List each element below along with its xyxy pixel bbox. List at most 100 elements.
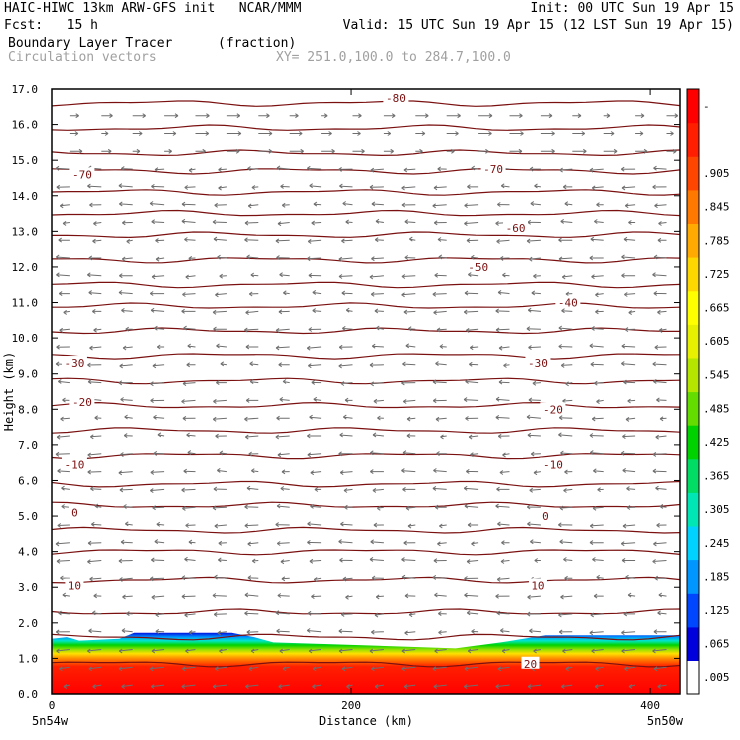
circulation-vector <box>558 612 573 618</box>
circulation-vector <box>338 539 353 545</box>
circulation-vector <box>60 416 70 422</box>
circulation-vector <box>495 327 510 333</box>
circulation-vector <box>188 167 196 173</box>
valid-time: Valid: 15 UTC Sun 19 Apr 15 (12 LST Sun … <box>342 18 734 33</box>
circulation-vector <box>562 648 573 654</box>
circulation-vector <box>628 220 636 225</box>
circulation-vector <box>624 666 636 672</box>
circulation-vector <box>404 593 416 599</box>
circulation-vector <box>478 148 489 154</box>
circulation-vector <box>119 201 133 207</box>
colorbar-swatch <box>687 189 699 224</box>
circulation-vector <box>181 308 196 314</box>
circulation-vector <box>620 541 636 547</box>
circulation-vector <box>87 469 102 475</box>
circulation-vector <box>526 238 541 244</box>
circulation-vector <box>340 381 353 386</box>
circulation-vector <box>88 666 102 672</box>
isotherm-label-bg <box>480 162 506 175</box>
circulation-vector <box>218 557 227 563</box>
circulation-vector <box>338 274 353 279</box>
circulation-vector <box>101 148 112 154</box>
circulation-vector <box>433 310 447 316</box>
isotherm-contour <box>51 100 681 107</box>
circulation-vector <box>276 541 290 546</box>
circulation-vector <box>181 399 196 404</box>
circulation-vector <box>469 361 479 367</box>
circulation-vector <box>591 325 604 331</box>
circulation-vector <box>275 327 290 333</box>
circulation-vector <box>280 486 290 491</box>
circulation-vector <box>434 592 447 598</box>
circulation-vector <box>655 485 667 491</box>
colorbar-label: .185 <box>703 570 730 583</box>
circulation-vector <box>497 433 510 439</box>
circulation-vector <box>280 183 290 189</box>
circulation-vector <box>132 131 143 136</box>
circulation-vector <box>374 237 384 243</box>
y-tick-label: 17.0 <box>12 83 39 96</box>
circulation-vector <box>312 684 322 690</box>
circulation-vector <box>188 539 196 545</box>
circulation-vector <box>213 398 227 404</box>
isotherm-contour <box>51 353 681 360</box>
circulation-vector <box>181 218 196 224</box>
isotherm-label: -20 <box>72 396 92 409</box>
circulation-vector <box>499 255 510 261</box>
circulation-vector <box>281 469 290 475</box>
circulation-vector <box>372 432 384 438</box>
colorbar-swatch <box>687 492 699 527</box>
circulation-vector <box>440 434 447 440</box>
circulation-vector <box>603 148 618 154</box>
circulation-vector <box>92 238 102 244</box>
circulation-vector <box>219 648 227 654</box>
circulation-vector <box>342 325 353 331</box>
circulation-vector <box>93 221 102 227</box>
y-tick-label: 7.0 <box>18 439 38 452</box>
circulation-vector <box>591 648 604 654</box>
circulation-vector <box>409 236 416 242</box>
circulation-vector <box>496 238 510 244</box>
circulation-vector <box>572 131 586 136</box>
circulation-vector <box>653 541 667 547</box>
circulation-vector <box>150 684 165 690</box>
circulation-vector <box>338 166 353 172</box>
circulation-vector <box>623 379 636 385</box>
circulation-vector <box>591 416 604 422</box>
circulation-vector <box>370 381 384 387</box>
circulation-vector <box>464 576 479 581</box>
circulation-vector <box>371 629 384 635</box>
circulation-vector <box>496 610 510 616</box>
circulation-vector <box>125 326 133 332</box>
circulation-vector <box>59 327 70 333</box>
circulation-vector <box>596 574 604 580</box>
circulation-vector <box>404 219 416 225</box>
circulation-vector <box>213 236 227 242</box>
circulation-vector <box>624 292 636 297</box>
circulation-vector <box>652 468 667 474</box>
circulation-vector <box>87 379 102 385</box>
circulation-vector <box>151 648 165 654</box>
circulation-vector <box>212 684 227 690</box>
circulation-vector <box>87 362 102 368</box>
circulation-vector <box>370 291 384 297</box>
circulation-vector <box>151 594 165 600</box>
circulation-vector <box>564 201 573 207</box>
circulation-vector <box>195 131 210 136</box>
circulation-vector <box>279 272 290 278</box>
circulation-vector <box>497 289 510 295</box>
circulation-vector <box>87 452 102 458</box>
colorbar-label: .005 <box>703 671 730 684</box>
circulation-vector <box>558 237 573 243</box>
circulation-vector <box>369 362 384 368</box>
isotherm-label: -10 <box>64 458 84 471</box>
circulation-vector <box>561 274 573 280</box>
circulation-vector <box>92 684 102 690</box>
circulation-vector <box>154 539 165 545</box>
circulation-vector <box>283 290 290 296</box>
circulation-vector <box>154 325 165 331</box>
isotherm-label: 10 <box>531 579 544 592</box>
circulation-vectors <box>55 113 679 690</box>
circulation-vector <box>311 594 322 600</box>
circulation-vector <box>465 378 479 384</box>
